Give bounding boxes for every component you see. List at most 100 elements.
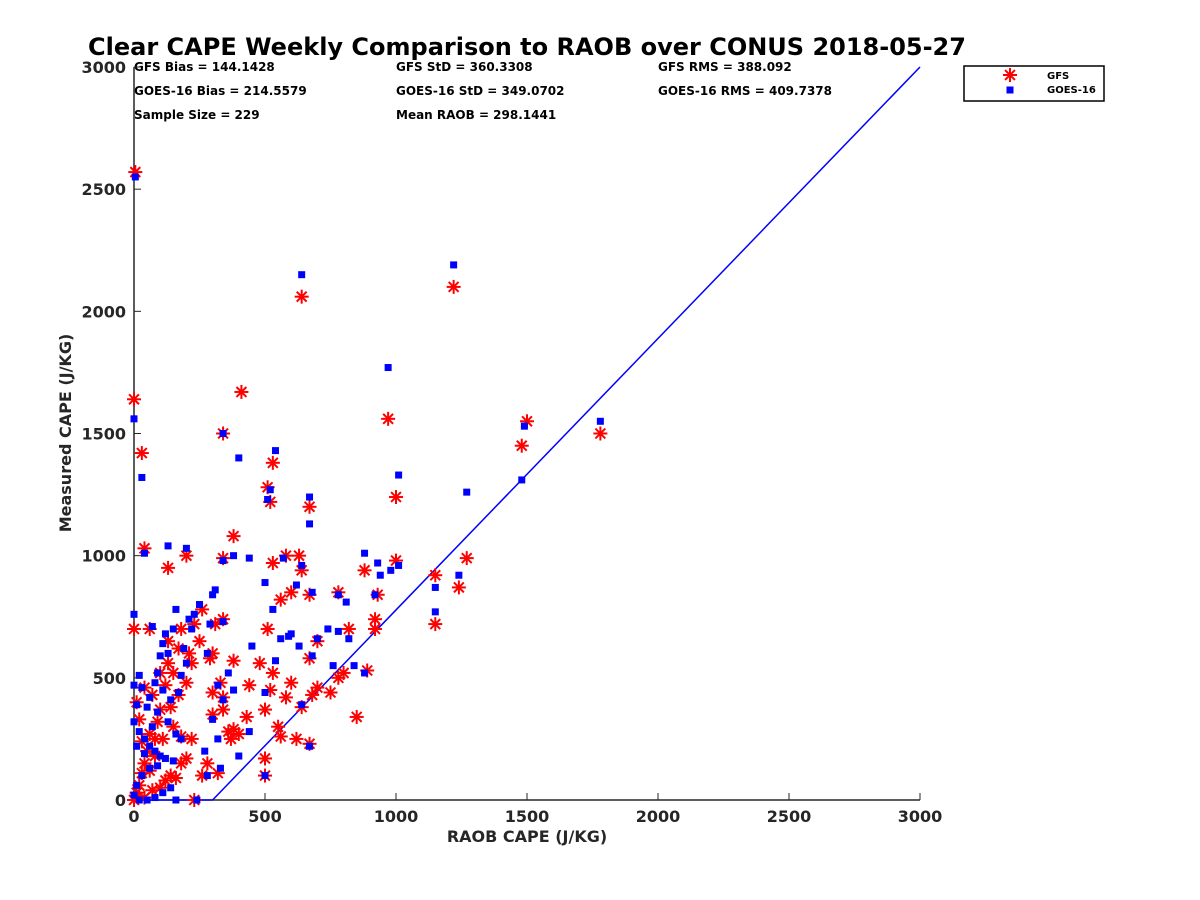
goes-16-point bbox=[185, 615, 193, 623]
goes-16-point bbox=[306, 742, 314, 750]
goes-16-point bbox=[295, 642, 303, 650]
legend-marker-goes bbox=[1006, 86, 1014, 94]
goes-16-point bbox=[306, 493, 314, 501]
y-tick-label: 0 bbox=[115, 791, 126, 810]
goes-16-point bbox=[235, 752, 243, 760]
reference-line-group bbox=[134, 66, 921, 801]
goes-16-point bbox=[376, 571, 384, 579]
goes-16-point bbox=[209, 591, 217, 599]
gfs-point bbox=[292, 548, 307, 563]
stat-goes-rms: GOES-16 RMS = 409.7378 bbox=[658, 84, 832, 98]
gfs-point bbox=[258, 751, 272, 766]
gfs-point bbox=[428, 617, 443, 632]
reference-line bbox=[134, 66, 921, 801]
goes-16-point bbox=[130, 415, 138, 423]
goes-16-point bbox=[313, 635, 321, 643]
gfs-point bbox=[381, 411, 396, 426]
goes-16-point bbox=[596, 417, 604, 425]
goes-16-point bbox=[334, 627, 342, 635]
x-tick-label: 1000 bbox=[374, 807, 419, 826]
goes-16-point bbox=[361, 669, 369, 677]
gfs-point bbox=[459, 551, 474, 566]
goes-16-point bbox=[201, 747, 209, 755]
goes-16-point bbox=[350, 662, 358, 670]
goes-16-point bbox=[245, 554, 253, 562]
gfs-point bbox=[305, 687, 320, 702]
goes-16-point bbox=[395, 561, 403, 569]
goes-16-point bbox=[361, 549, 369, 557]
goes-16-point bbox=[164, 649, 172, 657]
goes-16-point bbox=[135, 796, 143, 804]
goes-16-point bbox=[167, 696, 175, 704]
stat-goes-bias: GOES-16 Bias = 214.5579 bbox=[134, 84, 307, 98]
gfs-point bbox=[234, 384, 249, 399]
goes-16-point bbox=[130, 610, 138, 618]
gfs-point bbox=[127, 392, 141, 407]
gfs-point bbox=[265, 455, 280, 470]
goes-16-point bbox=[214, 681, 222, 689]
stat-gfs-rms: GFS RMS = 388.092 bbox=[658, 60, 792, 74]
goes-16-point bbox=[161, 630, 169, 638]
goes-16-point bbox=[188, 625, 196, 633]
goes-16-point bbox=[140, 735, 148, 743]
goes-16-point bbox=[374, 559, 382, 567]
goes-16-point bbox=[431, 608, 439, 616]
stat-sample-size: Sample Size = 229 bbox=[134, 108, 260, 122]
goes-16-point bbox=[298, 271, 306, 279]
goes-16-point bbox=[520, 422, 528, 430]
goes-16-point bbox=[342, 598, 350, 606]
gfs-point bbox=[389, 490, 403, 505]
goes-16-point bbox=[203, 649, 211, 657]
goes-16-point bbox=[133, 701, 141, 709]
goes-16-point bbox=[261, 688, 269, 696]
goes-16-point bbox=[203, 772, 211, 780]
y-tick-label: 2000 bbox=[81, 302, 126, 321]
legend-box bbox=[963, 65, 1105, 102]
goes-16-point bbox=[214, 735, 222, 743]
gfs-point bbox=[205, 685, 220, 700]
goes-16-point bbox=[230, 686, 238, 694]
goes-16-point bbox=[164, 542, 172, 550]
gfs-point bbox=[273, 592, 288, 607]
goes-16-point bbox=[308, 588, 316, 596]
y-tick-label: 2500 bbox=[81, 180, 126, 199]
chart-title: Clear CAPE Weekly Comparison to RAOB ove… bbox=[88, 33, 966, 61]
gfs-point bbox=[310, 680, 325, 695]
goes-16-point bbox=[196, 601, 203, 609]
goes-16-point bbox=[140, 549, 148, 557]
goes-16-point bbox=[298, 701, 306, 709]
goes-16-point bbox=[269, 605, 277, 613]
goes-16-point bbox=[518, 476, 526, 484]
gfs-point bbox=[289, 731, 304, 746]
x-tick-label: 2500 bbox=[767, 807, 812, 826]
x-tick-label: 1500 bbox=[505, 807, 550, 826]
goes-16-point bbox=[329, 662, 337, 670]
gfs-point bbox=[294, 289, 309, 304]
legend-goes-square bbox=[1006, 86, 1014, 94]
gfs-point bbox=[258, 702, 272, 717]
stat-gfs-std: GFS StD = 360.3308 bbox=[396, 60, 533, 74]
goes-16-point bbox=[190, 610, 198, 618]
gfs-point bbox=[184, 731, 199, 746]
goes-16-point bbox=[193, 796, 201, 804]
gfs-point bbox=[127, 621, 141, 636]
gfs-point bbox=[226, 653, 241, 668]
goes-16-point bbox=[177, 671, 185, 679]
goes-16-point bbox=[455, 571, 463, 579]
goes-16-point bbox=[169, 625, 177, 633]
gfs-point bbox=[368, 612, 383, 627]
gfs-point bbox=[192, 634, 207, 649]
gfs-point bbox=[349, 709, 364, 724]
goes-16-point bbox=[138, 684, 146, 692]
goes-16-point bbox=[287, 630, 295, 638]
goes-16-point bbox=[235, 454, 243, 462]
x-tick-label: 500 bbox=[248, 807, 281, 826]
goes-16-point bbox=[135, 728, 143, 736]
gfs-point bbox=[451, 580, 466, 595]
goes-16-point bbox=[395, 471, 403, 479]
goes-16-point bbox=[279, 554, 287, 562]
goes-16-point bbox=[164, 718, 172, 726]
goes-16-point bbox=[167, 784, 175, 792]
goes-16-point bbox=[156, 652, 164, 660]
goes-16-point bbox=[146, 764, 154, 772]
